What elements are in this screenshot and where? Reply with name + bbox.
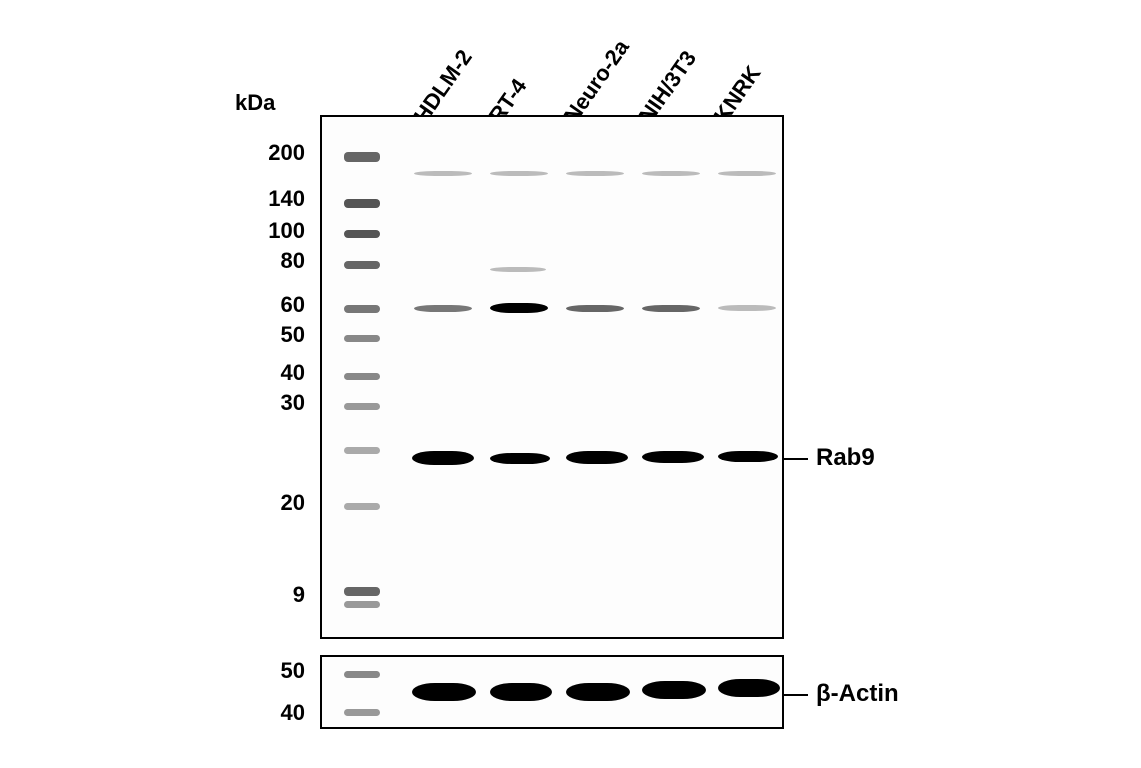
mw-label: 40 (245, 700, 305, 726)
mw-label: 80 (245, 248, 305, 274)
mw-label: 60 (245, 292, 305, 318)
mw-label: 200 (245, 140, 305, 166)
nonspecific-band (414, 305, 472, 312)
actin-band (412, 683, 476, 701)
nonspecific-band (490, 303, 548, 313)
nonspecific-band (414, 171, 472, 176)
ladder-band (344, 587, 380, 596)
actin-tick (784, 694, 808, 696)
ladder-band (344, 152, 380, 162)
lower-blot (320, 655, 784, 729)
rab9-band (718, 451, 778, 462)
mw-label: 9 (245, 582, 305, 608)
mw-label: 40 (245, 360, 305, 386)
rab9-band (490, 453, 550, 464)
kda-label: kDa (235, 90, 275, 116)
ladder-band (344, 671, 380, 678)
ladder-band (344, 199, 380, 208)
rab9-band (412, 451, 474, 465)
actin-band (566, 683, 630, 701)
ladder-band (344, 373, 380, 380)
mw-label: 50 (245, 658, 305, 684)
nonspecific-band (490, 267, 546, 272)
mw-label: 100 (245, 218, 305, 244)
nonspecific-band (490, 171, 548, 176)
ladder-band (344, 447, 380, 454)
actin-band (642, 681, 706, 699)
nonspecific-band (642, 171, 700, 176)
mw-label: 20 (245, 490, 305, 516)
nonspecific-band (718, 171, 776, 176)
rab9-band (642, 451, 704, 463)
ladder-band (344, 503, 380, 510)
mw-label: 140 (245, 186, 305, 212)
ladder-band (344, 403, 380, 410)
actin-label: β-Actin (816, 680, 899, 708)
actin-band (718, 679, 780, 697)
upper-blot (320, 115, 784, 639)
mw-label: 50 (245, 322, 305, 348)
ladder-band (344, 709, 380, 716)
rab9-label: Rab9 (816, 444, 875, 472)
actin-band (490, 683, 552, 701)
mw-label: 30 (245, 390, 305, 416)
ladder-band (344, 601, 380, 608)
ladder-band (344, 305, 380, 313)
ladder-band (344, 335, 380, 342)
nonspecific-band (566, 171, 624, 176)
rab9-tick (784, 458, 808, 460)
ladder-band (344, 230, 380, 238)
ladder-band (344, 261, 380, 269)
nonspecific-band (642, 305, 700, 312)
nonspecific-band (566, 305, 624, 312)
nonspecific-band (718, 305, 776, 311)
rab9-band (566, 451, 628, 464)
